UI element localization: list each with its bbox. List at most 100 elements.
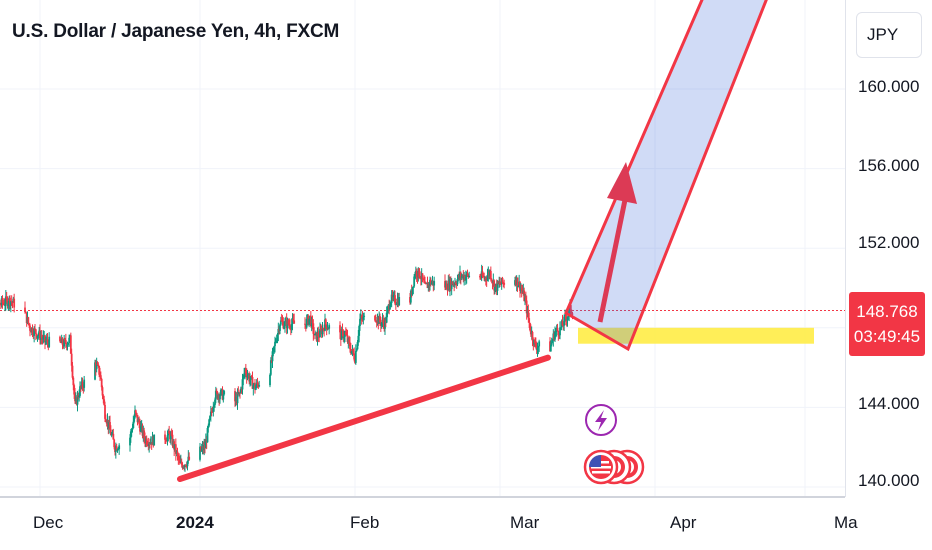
candle-body	[115, 446, 118, 451]
candle-body	[249, 379, 251, 382]
candle-body	[289, 324, 291, 328]
candle-body	[101, 387, 104, 396]
currency-button[interactable]: JPY	[856, 12, 922, 58]
candle-body	[499, 284, 502, 286]
candle-body	[423, 279, 426, 283]
candle-body	[481, 271, 484, 277]
candle-body	[29, 325, 31, 331]
candle-body	[385, 312, 388, 323]
time-axis-border	[0, 496, 845, 498]
us-flag-stripe	[592, 471, 610, 474]
candle-body	[362, 316, 365, 320]
candle-body	[31, 327, 34, 335]
x-tick-label: Mar	[510, 513, 540, 532]
candle-body	[525, 300, 528, 314]
candle-body	[174, 444, 177, 454]
candle-body	[222, 394, 225, 400]
candle-body	[33, 328, 36, 336]
candle-body	[343, 336, 346, 339]
candle-body	[561, 321, 564, 326]
candle-body	[394, 295, 396, 304]
candle-body	[325, 324, 328, 330]
candle-body	[527, 309, 530, 319]
candle-body	[104, 404, 106, 419]
candle-body	[359, 318, 361, 326]
candle-body	[279, 324, 281, 331]
candle-body	[243, 373, 246, 376]
x-tick-label: Ma	[834, 513, 858, 532]
candle-body	[134, 410, 137, 414]
candle-body	[70, 353, 73, 366]
candle-body	[180, 461, 183, 465]
candle-body	[204, 440, 207, 449]
candle-body	[183, 466, 186, 468]
candle-body	[40, 336, 43, 339]
candle-body	[254, 386, 257, 390]
candle-body	[239, 388, 242, 393]
candle-body	[13, 298, 16, 308]
candle-body	[255, 382, 258, 387]
candlestick-series	[0, 264, 574, 472]
x-tick-label: Dec	[33, 513, 64, 532]
candle-body	[392, 295, 395, 298]
candle-body	[221, 389, 224, 400]
y-tick-label: 144.000	[858, 394, 920, 413]
candle-body	[516, 277, 519, 287]
x-tick-label: Apr	[670, 513, 697, 532]
candle-body	[276, 334, 279, 341]
candle-body	[375, 321, 378, 323]
candle-body	[274, 341, 277, 343]
candle-body	[279, 320, 282, 325]
candle-body	[37, 335, 40, 337]
candle-body	[130, 429, 133, 432]
candle-body	[244, 368, 247, 374]
candle-body	[427, 283, 430, 289]
candle-body	[7, 303, 10, 307]
candle-body	[324, 319, 326, 331]
candle-body	[63, 339, 66, 347]
candle-body	[349, 342, 351, 350]
candle-body	[569, 305, 572, 313]
candle-body	[251, 376, 254, 389]
candle-body	[496, 281, 499, 291]
candle-body	[81, 381, 84, 387]
candle-body	[517, 286, 520, 288]
candle-body	[109, 429, 112, 436]
candle-body	[466, 272, 469, 275]
price-axis-border	[845, 0, 846, 497]
candle-body	[352, 349, 355, 354]
candle-body	[350, 351, 353, 354]
candle-body	[132, 421, 135, 428]
candle-body	[564, 315, 567, 319]
candle-body	[99, 374, 101, 376]
y-tick-label: 160.000	[858, 77, 920, 96]
x-tick-label: Feb	[350, 513, 380, 532]
candle-body	[353, 353, 356, 360]
candle-body	[524, 297, 527, 301]
candle-body	[100, 378, 103, 388]
candle-body	[467, 274, 470, 277]
candle-body	[271, 351, 274, 362]
candle-body	[1, 298, 4, 303]
candle-body	[327, 328, 330, 330]
candle-body	[382, 319, 385, 324]
candle-body	[44, 341, 47, 343]
candle-body	[484, 277, 487, 280]
candle-body	[248, 374, 251, 382]
candle-body	[238, 392, 241, 395]
candle-body	[455, 284, 458, 286]
candle-body	[529, 322, 531, 331]
candle-body	[46, 339, 49, 343]
candle-body	[48, 336, 51, 347]
candle-body	[363, 315, 366, 317]
candle-body	[129, 437, 131, 446]
candle-body	[209, 416, 211, 420]
candle-body	[468, 275, 471, 277]
candle-body	[374, 320, 377, 322]
candle-body	[344, 332, 346, 337]
candle-body	[27, 317, 30, 324]
candle-body	[6, 298, 9, 307]
candle-body	[277, 328, 280, 335]
candle-body	[61, 338, 64, 345]
